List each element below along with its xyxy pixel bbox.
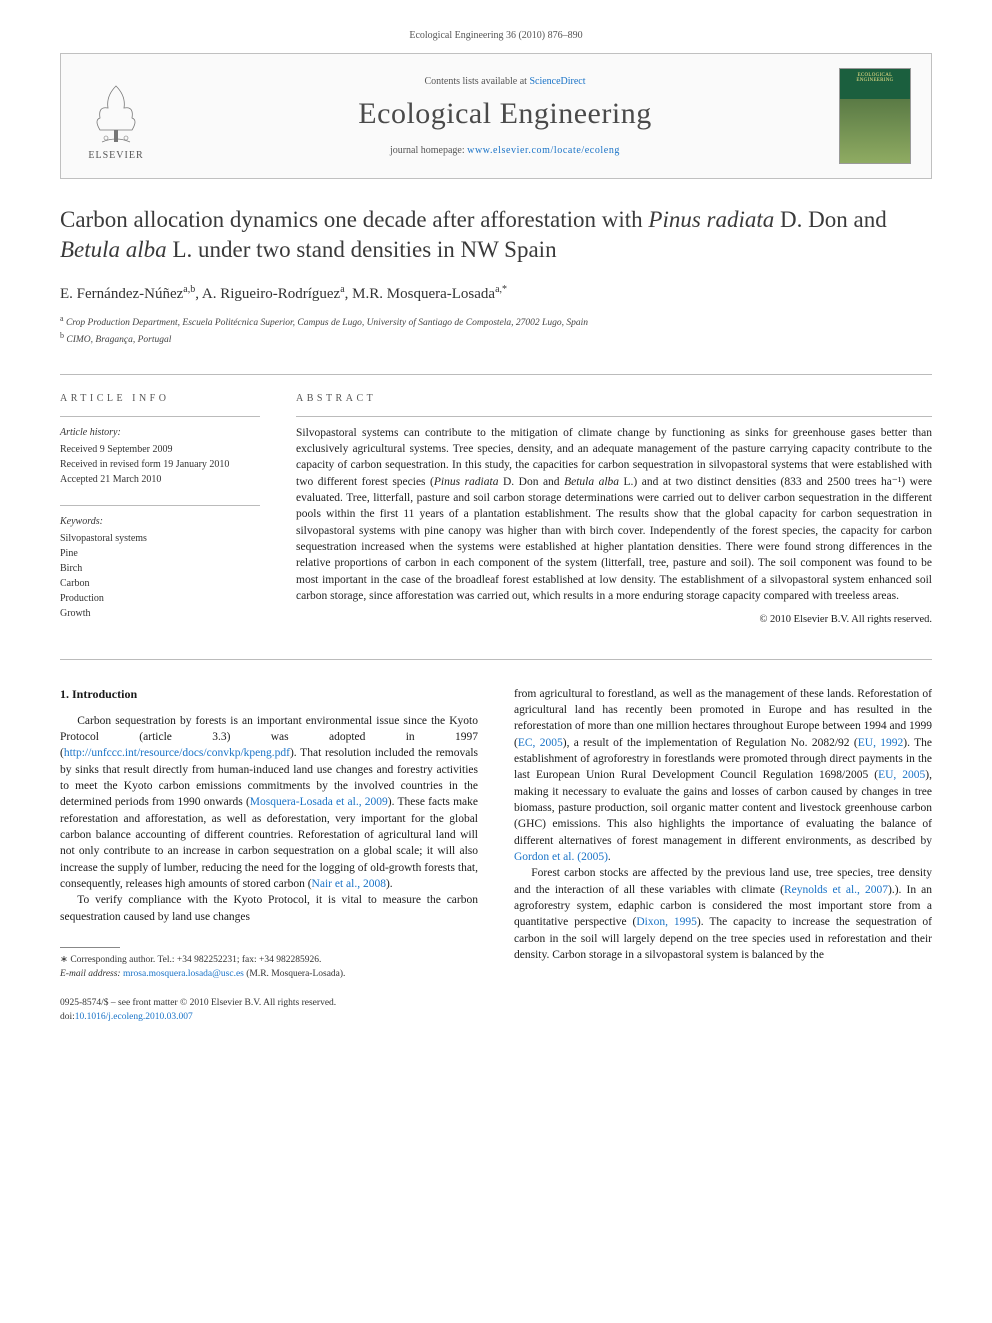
keyword: Pine <box>60 546 260 561</box>
citation-link[interactable]: EU, 2005 <box>878 769 925 781</box>
homepage-prefix: journal homepage: <box>390 145 467 156</box>
abstract-copyright: © 2010 Elsevier B.V. All rights reserved… <box>296 614 932 625</box>
title-segment: L. under two stand densities in NW Spain <box>167 237 557 262</box>
body-two-column: 1. Introduction Carbon sequestration by … <box>60 686 932 982</box>
intro-heading: 1. Introduction <box>60 686 478 703</box>
abstract-text: Silvopastoral systems can contribute to … <box>296 425 932 605</box>
thin-divider <box>296 416 932 417</box>
author-name: , A. Rigueiro-Rodríguez <box>195 286 340 302</box>
running-header: Ecological Engineering 36 (2010) 876–890 <box>60 30 932 41</box>
contents-available-line: Contents lists available at ScienceDirec… <box>171 76 839 87</box>
citation-link[interactable]: Mosquera-Losada et al., 2009 <box>250 796 388 808</box>
journal-masthead: ELSEVIER Contents lists available at Sci… <box>60 53 932 179</box>
title-segment: Carbon allocation dynamics one decade af… <box>60 207 648 232</box>
doi-link[interactable]: 10.1016/j.ecoleng.2010.03.007 <box>75 1012 193 1022</box>
body-column-left: 1. Introduction Carbon sequestration by … <box>60 686 478 982</box>
issn-line: 0925-8574/$ – see front matter © 2010 El… <box>60 997 932 1010</box>
elsevier-tree-icon <box>88 82 144 146</box>
masthead-center: Contents lists available at ScienceDirec… <box>171 76 839 156</box>
body-paragraph: Carbon sequestration by forests is an im… <box>60 713 478 893</box>
keywords-subhead: Keywords: <box>60 514 260 529</box>
publisher-logo: ELSEVIER <box>81 71 151 161</box>
species-name: Betula alba <box>564 476 619 488</box>
history-revised: Received in revised form 19 January 2010 <box>60 457 260 472</box>
abstract-column: abstract Silvopastoral systems can contr… <box>296 393 932 639</box>
journal-homepage-link[interactable]: www.elsevier.com/locate/ecoleng <box>467 145 620 156</box>
history-received: Received 9 September 2009 <box>60 442 260 457</box>
citation-link[interactable]: Dixon, 1995 <box>636 916 697 928</box>
article-history: Article history: Received 9 September 20… <box>60 425 260 487</box>
body-segment: ). <box>386 878 393 890</box>
affiliation-line: b CIMO, Bragança, Portugal <box>60 330 932 347</box>
thin-divider <box>60 505 260 506</box>
author-name: , M.R. Mosquera-Losada <box>345 286 495 302</box>
doi-line: doi:10.1016/j.ecoleng.2010.03.007 <box>60 1011 932 1024</box>
journal-homepage-line: journal homepage: www.elsevier.com/locat… <box>171 145 839 156</box>
authors-line: E. Fernández-Núñeza,b, A. Rigueiro-Rodrí… <box>60 284 932 303</box>
footnotes: ∗ Corresponding author. Tel.: +34 982252… <box>60 954 478 982</box>
species-name: Pinus radiata <box>434 476 499 488</box>
species-name: Betula alba <box>60 237 167 262</box>
email-label: E-mail address: <box>60 969 123 979</box>
page-footer: 0925-8574/$ – see front matter © 2010 El… <box>60 997 932 1024</box>
section-divider <box>60 659 932 660</box>
author-affil-marker: a,* <box>495 284 507 295</box>
citation-link[interactable]: Gordon et al. (2005) <box>514 851 608 863</box>
body-segment: . <box>608 851 611 863</box>
journal-cover-thumbnail: ECOLOGICAL ENGINEERING <box>839 68 911 164</box>
thin-divider <box>60 416 260 417</box>
keywords-block: Keywords: Silvopastoral systems Pine Bir… <box>60 514 260 621</box>
citation-link[interactable]: Nair et al., 2008 <box>312 878 386 890</box>
keyword: Carbon <box>60 576 260 591</box>
species-name: Pinus radiata <box>648 207 774 232</box>
contents-prefix: Contents lists available at <box>424 76 529 87</box>
citation-link[interactable]: Reynolds et al., 2007 <box>784 884 888 896</box>
affiliations: a Crop Production Department, Escuela Po… <box>60 313 932 348</box>
email-line: E-mail address: mrosa.mosquera.losada@us… <box>60 968 478 982</box>
keyword: Production <box>60 591 260 606</box>
email-suffix: (M.R. Mosquera-Losada). <box>244 969 346 979</box>
affiliation-line: a Crop Production Department, Escuela Po… <box>60 313 932 330</box>
affil-text: CIMO, Bragança, Portugal <box>64 335 171 345</box>
body-segment: ), a result of the implementation of Reg… <box>563 737 858 749</box>
footnote-separator <box>60 947 120 948</box>
corresponding-author-note: ∗ Corresponding author. Tel.: +34 982252… <box>60 954 478 968</box>
body-paragraph: To verify compliance with the Kyoto Prot… <box>60 892 478 925</box>
keyword: Birch <box>60 561 260 576</box>
article-title: Carbon allocation dynamics one decade af… <box>60 205 932 266</box>
publisher-name: ELSEVIER <box>88 150 143 161</box>
history-subhead: Article history: <box>60 425 260 440</box>
doi-prefix: doi: <box>60 1012 75 1022</box>
body-paragraph: from agricultural to forestland, as well… <box>514 686 932 866</box>
citation-link[interactable]: EC, 2005 <box>518 737 563 749</box>
history-accepted: Accepted 21 March 2010 <box>60 472 260 487</box>
author-affil-marker: a,b <box>183 284 195 295</box>
affil-text: Crop Production Department, Escuela Poli… <box>64 318 588 328</box>
title-segment: D. Don and <box>774 207 886 232</box>
abstract-segment: D. Don and <box>498 476 564 488</box>
body-paragraph: Forest carbon stocks are affected by the… <box>514 865 932 963</box>
cover-thumbnail-label: ECOLOGICAL ENGINEERING <box>840 73 910 83</box>
citation-link[interactable]: EU, 1992 <box>858 737 904 749</box>
journal-title: Ecological Engineering <box>171 97 839 131</box>
url-link[interactable]: http://unfccc.int/resource/docs/convkp/k… <box>64 747 290 759</box>
sciencedirect-link[interactable]: ScienceDirect <box>529 76 585 87</box>
article-info-label: article info <box>60 393 260 404</box>
body-segment: ). These facts make reforestation and af… <box>60 796 478 890</box>
body-column-right: from agricultural to forestland, as well… <box>514 686 932 982</box>
keyword: Growth <box>60 606 260 621</box>
article-info-sidebar: article info Article history: Received 9… <box>60 393 260 639</box>
abstract-segment: L.) and at two distinct densities (833 a… <box>296 476 932 602</box>
abstract-label: abstract <box>296 393 932 404</box>
author-name: E. Fernández-Núñez <box>60 286 183 302</box>
email-link[interactable]: mrosa.mosquera.losada@usc.es <box>123 969 244 979</box>
keyword: Silvopastoral systems <box>60 531 260 546</box>
